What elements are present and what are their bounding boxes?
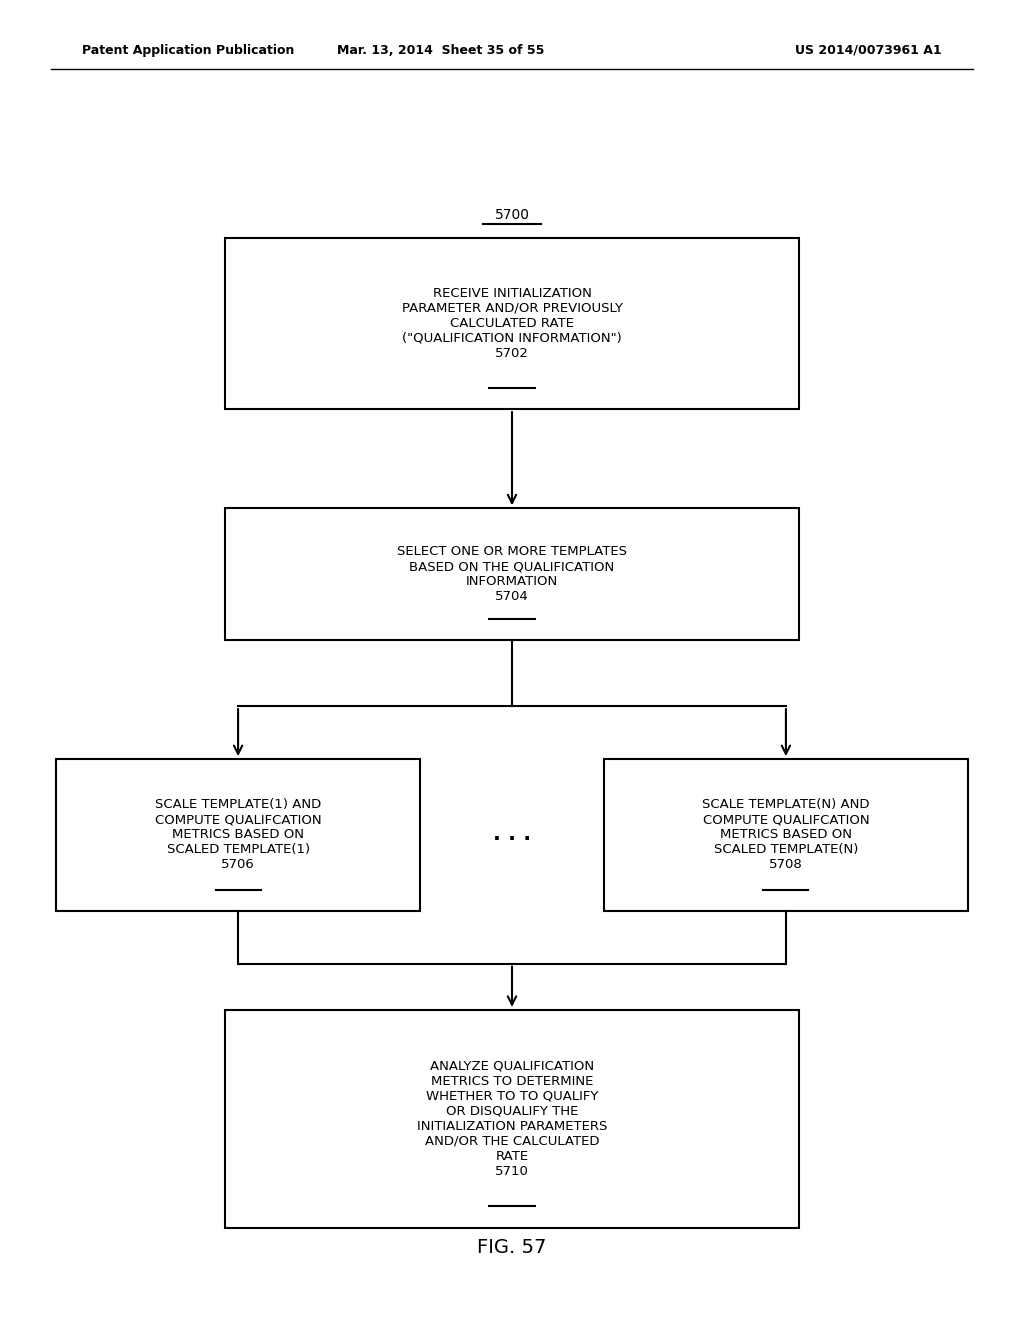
Text: . . .: . . . bbox=[493, 824, 531, 845]
Text: SCALE TEMPLATE(1) AND
COMPUTE QUALIFCATION
METRICS BASED ON
SCALED TEMPLATE(1)
5: SCALE TEMPLATE(1) AND COMPUTE QUALIFCATI… bbox=[155, 799, 322, 871]
FancyBboxPatch shape bbox=[225, 238, 799, 409]
FancyBboxPatch shape bbox=[56, 759, 420, 911]
Text: SCALE TEMPLATE(N) AND
COMPUTE QUALIFCATION
METRICS BASED ON
SCALED TEMPLATE(N)
5: SCALE TEMPLATE(N) AND COMPUTE QUALIFCATI… bbox=[702, 799, 869, 871]
FancyBboxPatch shape bbox=[604, 759, 968, 911]
FancyBboxPatch shape bbox=[225, 508, 799, 640]
Text: US 2014/0073961 A1: US 2014/0073961 A1 bbox=[796, 44, 942, 57]
Text: SELECT ONE OR MORE TEMPLATES
BASED ON THE QUALIFICATION
INFORMATION
5704: SELECT ONE OR MORE TEMPLATES BASED ON TH… bbox=[397, 545, 627, 603]
FancyBboxPatch shape bbox=[225, 1010, 799, 1228]
Text: 5700: 5700 bbox=[495, 207, 529, 222]
Text: ANALYZE QUALIFICATION
METRICS TO DETERMINE
WHETHER TO TO QUALIFY
OR DISQUALIFY T: ANALYZE QUALIFICATION METRICS TO DETERMI… bbox=[417, 1060, 607, 1177]
Text: Patent Application Publication: Patent Application Publication bbox=[82, 44, 294, 57]
Text: FIG. 57: FIG. 57 bbox=[477, 1238, 547, 1257]
Text: RECEIVE INITIALIZATION
PARAMETER AND/OR PREVIOUSLY
CALCULATED RATE
("QUALIFICATI: RECEIVE INITIALIZATION PARAMETER AND/OR … bbox=[401, 286, 623, 360]
Text: Mar. 13, 2014  Sheet 35 of 55: Mar. 13, 2014 Sheet 35 of 55 bbox=[337, 44, 544, 57]
